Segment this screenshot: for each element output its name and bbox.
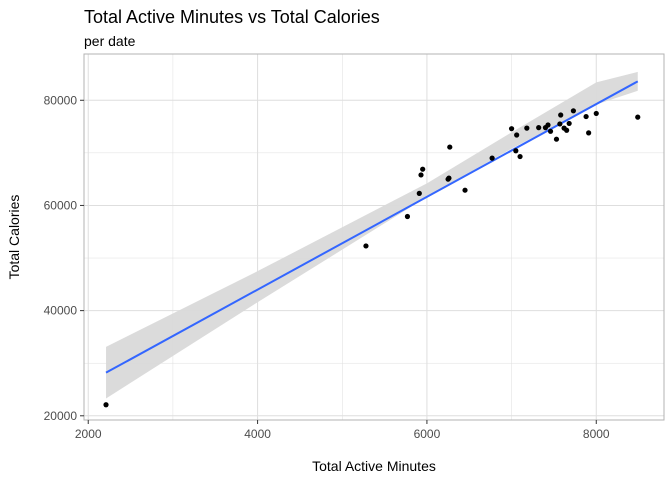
data-point [558, 112, 564, 118]
panel-border [83, 53, 665, 421]
y-tick-label: 60000 [44, 198, 78, 212]
data-point [404, 213, 411, 220]
x-tick-label: 4000 [244, 427, 271, 441]
data-point [416, 190, 422, 196]
y-axis: 20000 40000 60000 80000 [44, 93, 84, 423]
plot-panel [83, 53, 665, 421]
y-tick-label: 20000 [44, 409, 78, 423]
data-point [593, 110, 599, 117]
data-point [545, 122, 551, 128]
data-point [446, 175, 452, 181]
x-axis-title: Total Active Minutes [312, 458, 436, 474]
data-point [536, 125, 542, 131]
data-point [513, 148, 519, 154]
points-layer [103, 108, 641, 408]
data-point [447, 144, 453, 150]
data-point [547, 128, 554, 134]
confidence-band [106, 71, 638, 399]
y-tick-label: 80000 [44, 93, 78, 107]
x-tick-label: 6000 [414, 427, 441, 441]
data-point [517, 153, 523, 160]
data-point [103, 402, 109, 408]
data-point [363, 243, 369, 249]
data-point [586, 130, 592, 136]
x-tick-label: 2000 [75, 427, 102, 441]
x-tick-label: 8000 [583, 427, 610, 441]
grid-lines [84, 54, 664, 420]
data-point [524, 125, 530, 131]
data-point [635, 114, 641, 120]
data-point [583, 113, 589, 120]
data-point [570, 108, 577, 114]
y-tick-label: 40000 [44, 304, 78, 318]
x-axis: 2000 4000 6000 8000 [75, 420, 610, 441]
data-point [508, 126, 515, 132]
data-point [418, 172, 424, 178]
chart-title: Total Active Minutes vs Total Calories [84, 7, 380, 27]
data-point [566, 120, 572, 127]
y-axis-title: Total Calories [6, 195, 22, 280]
data-point [557, 121, 563, 127]
chart-subtitle: per date [84, 33, 136, 49]
data-point [514, 132, 520, 138]
data-point [489, 155, 495, 161]
data-point [420, 166, 426, 172]
data-point [553, 136, 560, 142]
data-point [462, 187, 468, 193]
confidence-band-layer [106, 71, 638, 399]
data-point [564, 127, 570, 133]
